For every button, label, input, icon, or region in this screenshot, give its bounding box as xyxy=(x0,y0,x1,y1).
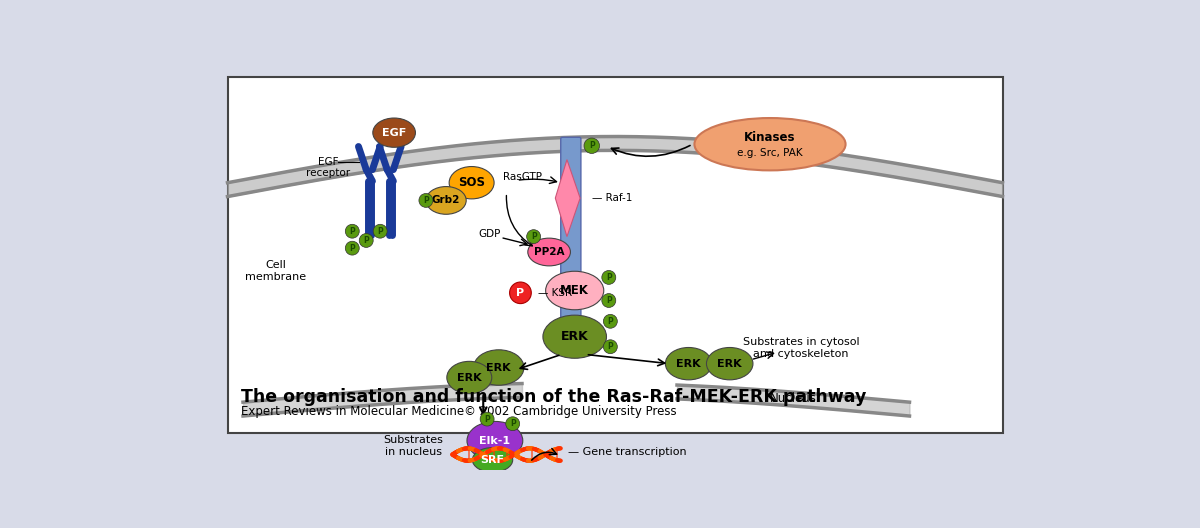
Circle shape xyxy=(505,417,520,431)
Ellipse shape xyxy=(449,166,494,199)
Text: P: P xyxy=(485,414,490,423)
Text: ERK: ERK xyxy=(677,359,701,369)
Text: Nucleus: Nucleus xyxy=(770,392,817,405)
FancyBboxPatch shape xyxy=(560,137,581,334)
Text: P: P xyxy=(589,142,595,150)
Ellipse shape xyxy=(446,361,492,394)
Circle shape xyxy=(480,412,494,426)
Text: P: P xyxy=(349,243,355,253)
Text: P: P xyxy=(516,288,524,298)
Text: Cell
membrane: Cell membrane xyxy=(245,260,306,282)
Text: P: P xyxy=(510,419,516,428)
Text: EGF: EGF xyxy=(318,157,338,167)
Text: P: P xyxy=(607,342,613,351)
Text: — KSR: — KSR xyxy=(538,288,571,298)
FancyBboxPatch shape xyxy=(228,77,1002,433)
Polygon shape xyxy=(556,159,580,237)
Text: — Raf-1: — Raf-1 xyxy=(592,193,632,203)
Ellipse shape xyxy=(467,421,523,460)
Circle shape xyxy=(602,294,616,307)
Text: The organisation and function of the Ras-Raf-MEK-ERK pathway: The organisation and function of the Ras… xyxy=(241,388,866,406)
Circle shape xyxy=(604,314,617,328)
Circle shape xyxy=(527,230,541,243)
Text: ERK: ERK xyxy=(718,359,742,369)
Circle shape xyxy=(346,241,359,255)
Text: Grb2: Grb2 xyxy=(432,195,461,205)
Text: Substrates in cytosol
and cytoskeleton: Substrates in cytosol and cytoskeleton xyxy=(743,337,859,359)
Text: PP2A: PP2A xyxy=(534,247,564,257)
Ellipse shape xyxy=(426,186,467,214)
Text: P: P xyxy=(607,317,613,326)
Text: Substrates
in nucleus: Substrates in nucleus xyxy=(384,435,444,457)
Text: P: P xyxy=(606,296,612,305)
Circle shape xyxy=(419,193,433,208)
Text: — Gene transcription: — Gene transcription xyxy=(569,447,688,457)
Ellipse shape xyxy=(542,315,606,359)
Ellipse shape xyxy=(528,238,570,266)
Ellipse shape xyxy=(707,347,752,380)
Text: P: P xyxy=(364,236,370,245)
Ellipse shape xyxy=(546,271,604,310)
Text: P: P xyxy=(606,273,612,282)
Text: ERK: ERK xyxy=(457,373,481,382)
Circle shape xyxy=(359,233,373,248)
Ellipse shape xyxy=(665,347,712,380)
Text: GDP: GDP xyxy=(479,229,500,239)
Text: receptor: receptor xyxy=(306,168,350,178)
Circle shape xyxy=(373,224,388,238)
Text: ERK: ERK xyxy=(560,330,588,343)
Text: P: P xyxy=(424,196,428,205)
Text: P: P xyxy=(530,232,536,241)
Text: ERK: ERK xyxy=(486,363,511,373)
Circle shape xyxy=(602,270,616,285)
Text: P: P xyxy=(377,227,383,235)
Text: Kinases: Kinases xyxy=(744,131,796,144)
Text: SOS: SOS xyxy=(458,176,485,189)
Text: P: P xyxy=(349,227,355,235)
Text: Expert Reviews in Molecular Medicine© 2002 Cambridge University Press: Expert Reviews in Molecular Medicine© 20… xyxy=(241,405,677,418)
Circle shape xyxy=(604,340,617,354)
Text: RasGTP: RasGTP xyxy=(503,172,541,182)
Circle shape xyxy=(346,224,359,238)
Text: MEK: MEK xyxy=(560,284,589,297)
Ellipse shape xyxy=(474,350,524,385)
Text: e.g. Src, PAK: e.g. Src, PAK xyxy=(737,148,803,158)
Text: SRF: SRF xyxy=(480,455,504,465)
Ellipse shape xyxy=(695,118,846,171)
Ellipse shape xyxy=(473,448,512,472)
Circle shape xyxy=(510,282,532,304)
Text: EGF: EGF xyxy=(382,128,407,138)
Ellipse shape xyxy=(373,118,415,147)
Text: Elk-1: Elk-1 xyxy=(479,436,510,446)
Circle shape xyxy=(584,138,600,154)
